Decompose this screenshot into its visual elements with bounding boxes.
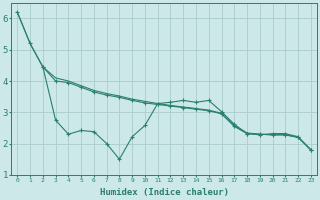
X-axis label: Humidex (Indice chaleur): Humidex (Indice chaleur) (100, 188, 228, 197)
